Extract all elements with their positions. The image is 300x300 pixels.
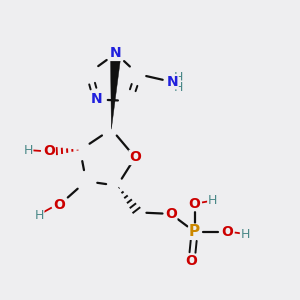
Text: H: H [34,209,44,222]
Text: O: O [186,254,197,268]
Text: O: O [129,150,141,164]
Text: H: H [240,228,250,241]
Text: O: O [43,145,55,158]
Text: O: O [221,225,233,239]
Text: N: N [91,92,102,106]
Text: O: O [165,207,177,221]
Text: O: O [53,198,65,212]
Text: N: N [167,75,178,88]
Text: O: O [189,196,200,211]
Text: H: H [23,143,33,157]
Polygon shape [110,53,121,129]
Text: H: H [173,81,183,94]
Text: P: P [189,224,200,239]
Text: H: H [208,194,217,207]
Text: N: N [110,46,122,60]
Text: H: H [173,71,183,84]
